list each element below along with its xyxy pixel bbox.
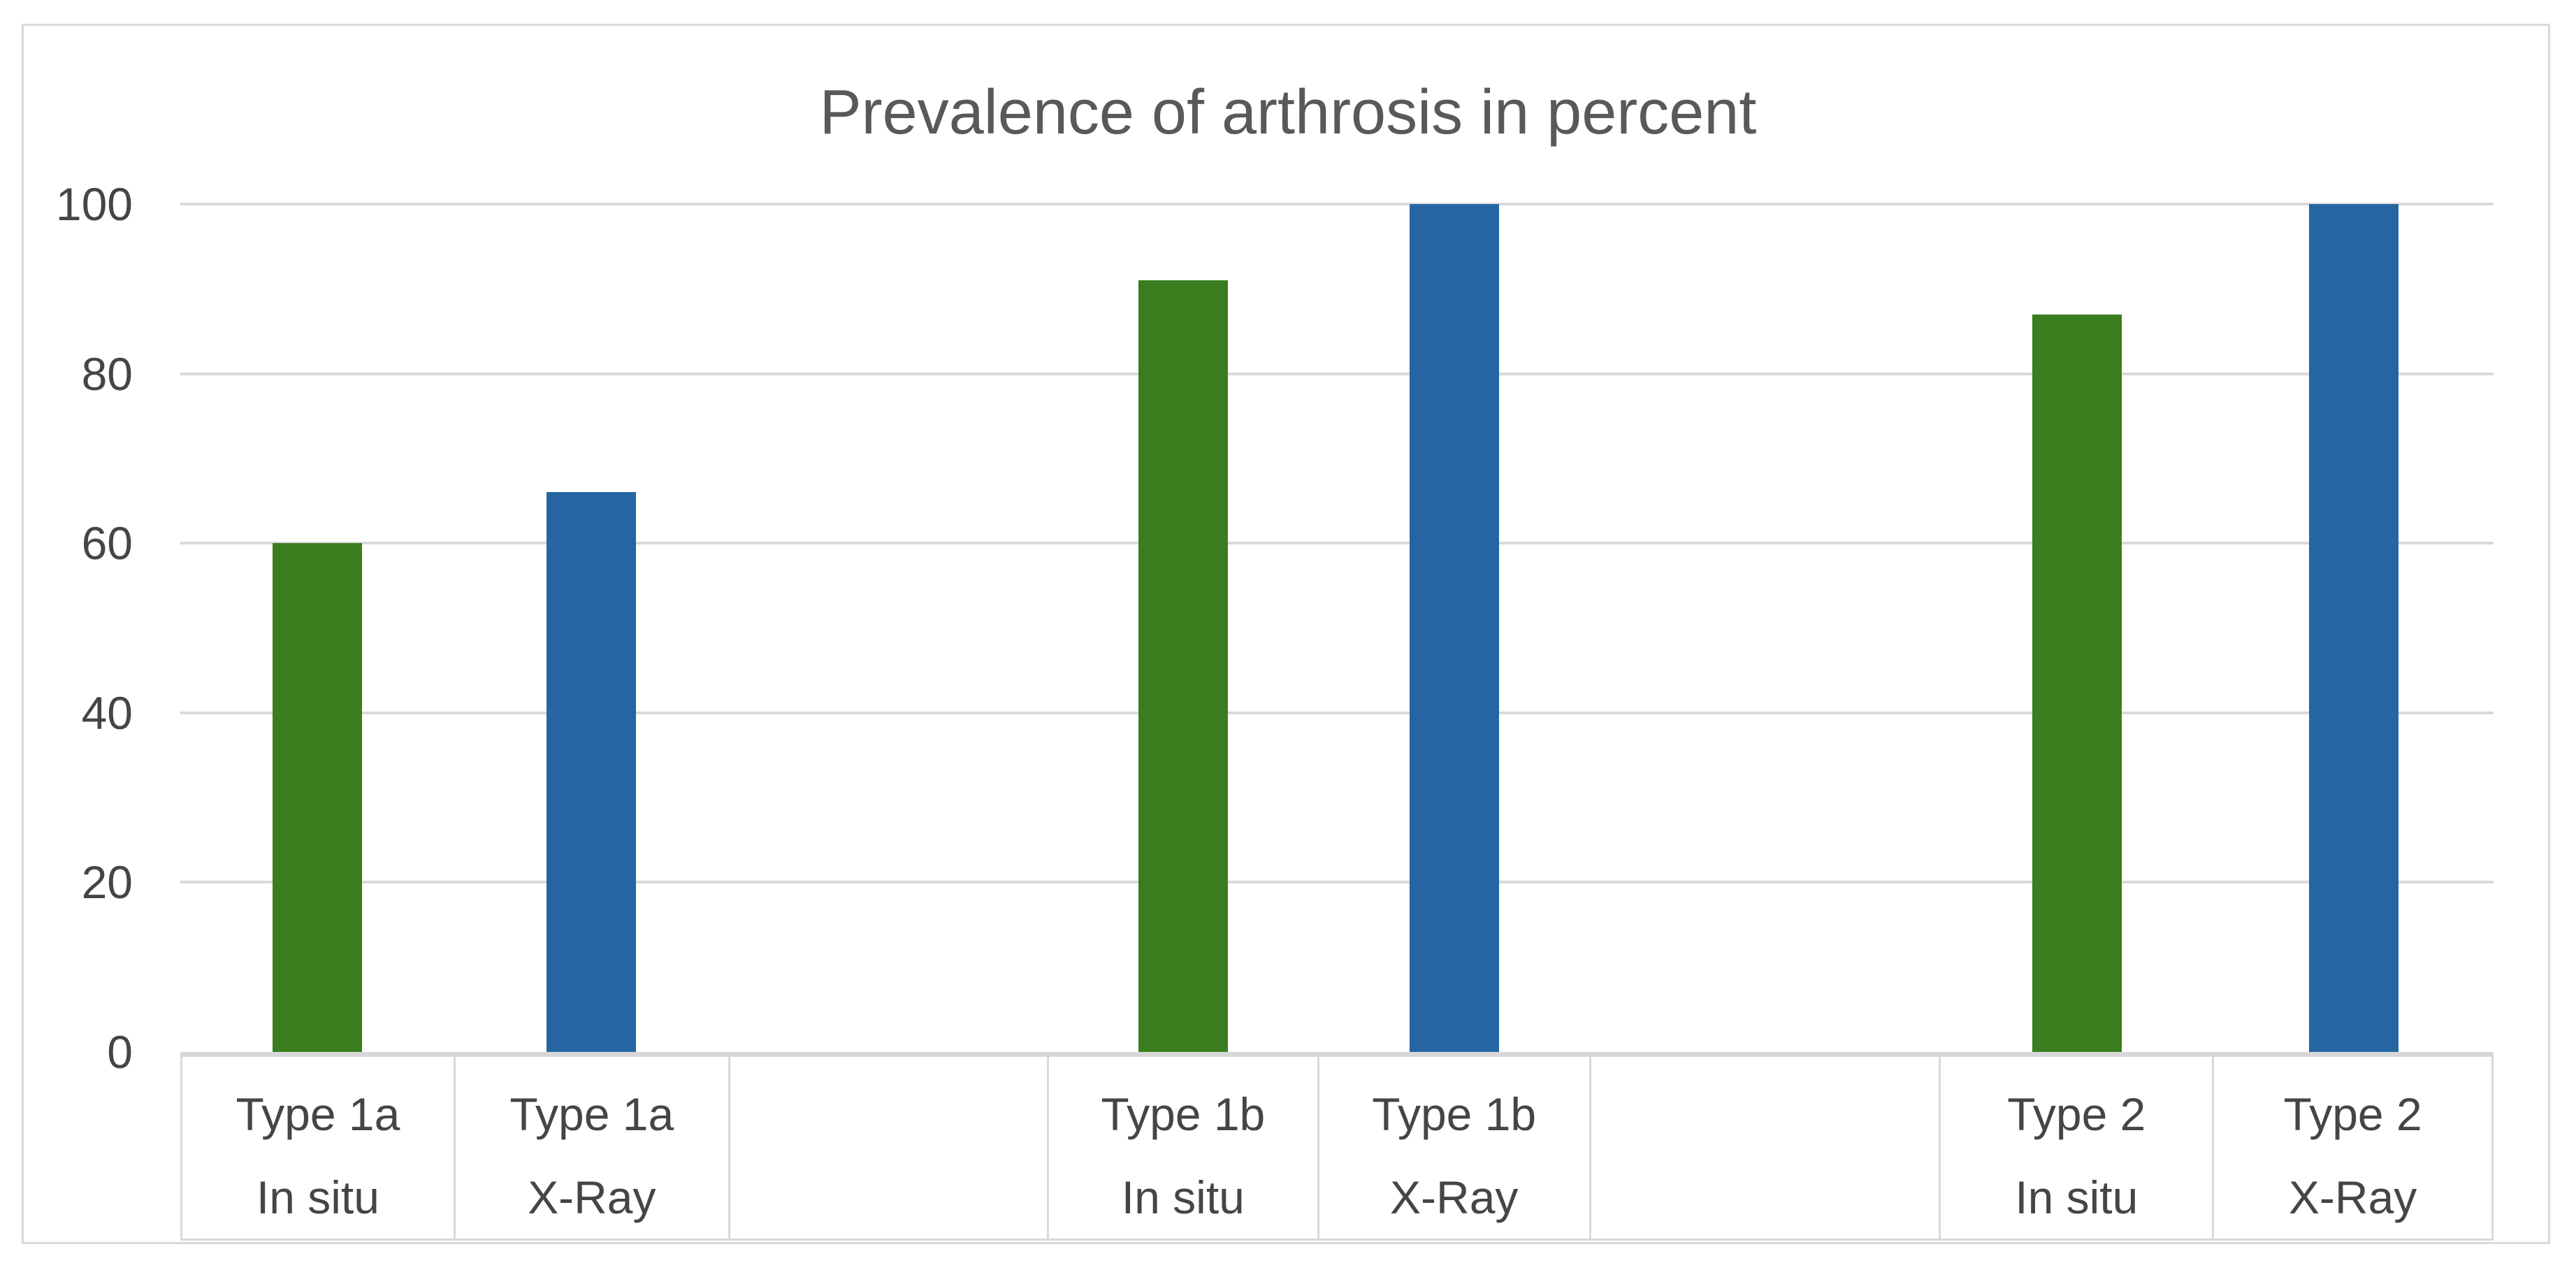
x-label-method <box>730 1155 1047 1239</box>
x-label-type: Type 1b <box>1101 1088 1266 1140</box>
x-label-method: X-Ray <box>1390 1171 1519 1223</box>
x-axis-label-table: Type 1a In situ Type 1a X-Ray Type 1b In situ… <box>180 1052 2494 1241</box>
y-tick-label-20: 20 <box>81 856 133 909</box>
y-axis: 0 20 40 60 80 100 <box>0 0 133 1270</box>
y-tick-label-60: 60 <box>81 517 133 570</box>
y-tick-label-80: 80 <box>81 347 133 400</box>
x-cell-type-2-x-ray: Type 2 X-Ray <box>2214 1057 2494 1239</box>
x-label-type: Type 1a <box>509 1088 674 1140</box>
bar-type-1a-in-situ <box>272 543 362 1052</box>
x-label-type <box>1591 1072 1939 1155</box>
y-tick-label-40: 40 <box>81 686 133 739</box>
y-tick-label-100: 100 <box>55 178 133 230</box>
bar-type-2-in-situ <box>2032 314 2122 1052</box>
x-label-method <box>1591 1155 1939 1239</box>
x-label-type: Type 1b <box>1372 1088 1537 1140</box>
gridline-60 <box>180 542 2494 545</box>
x-cell-spacer <box>1591 1057 1941 1239</box>
gridline-20 <box>180 881 2494 884</box>
bar-type-2-x-ray <box>2308 204 2398 1052</box>
x-label-method: In situ <box>256 1171 379 1223</box>
bar-type-1b-in-situ <box>1138 280 1228 1052</box>
x-cell-type-1a-x-ray: Type 1a X-Ray <box>456 1057 730 1239</box>
gridline-80 <box>180 372 2494 375</box>
bar-type-1b-x-ray <box>1409 204 1499 1052</box>
chart-outer-border <box>22 24 2550 1244</box>
x-label-type <box>730 1072 1047 1155</box>
bar-type-1a-x-ray <box>546 492 636 1052</box>
x-label-method: In situ <box>2015 1171 2139 1223</box>
x-cell-spacer <box>730 1057 1049 1239</box>
chart-title: Prevalence of arthrosis in percent <box>819 78 1757 147</box>
x-cell-type-2-in-situ: Type 2 In situ <box>1941 1057 2215 1239</box>
y-tick-label-0: 0 <box>107 1026 133 1078</box>
plot-area <box>180 203 2494 1052</box>
x-cell-type-1a-in-situ: Type 1a In situ <box>180 1057 456 1239</box>
x-label-type: Type 2 <box>2283 1088 2422 1140</box>
gridline-100 <box>180 203 2494 205</box>
x-label-method: X-Ray <box>528 1171 656 1223</box>
x-label-method: In situ <box>1121 1171 1245 1223</box>
x-label-type: Type 1a <box>236 1088 400 1140</box>
x-label-type: Type 2 <box>2007 1088 2146 1140</box>
x-cell-type-1b-in-situ: Type 1b In situ <box>1049 1057 1319 1239</box>
x-label-method: X-Ray <box>2288 1171 2417 1223</box>
x-cell-type-1b-x-ray: Type 1b X-Ray <box>1319 1057 1591 1239</box>
gridline-40 <box>180 711 2494 714</box>
